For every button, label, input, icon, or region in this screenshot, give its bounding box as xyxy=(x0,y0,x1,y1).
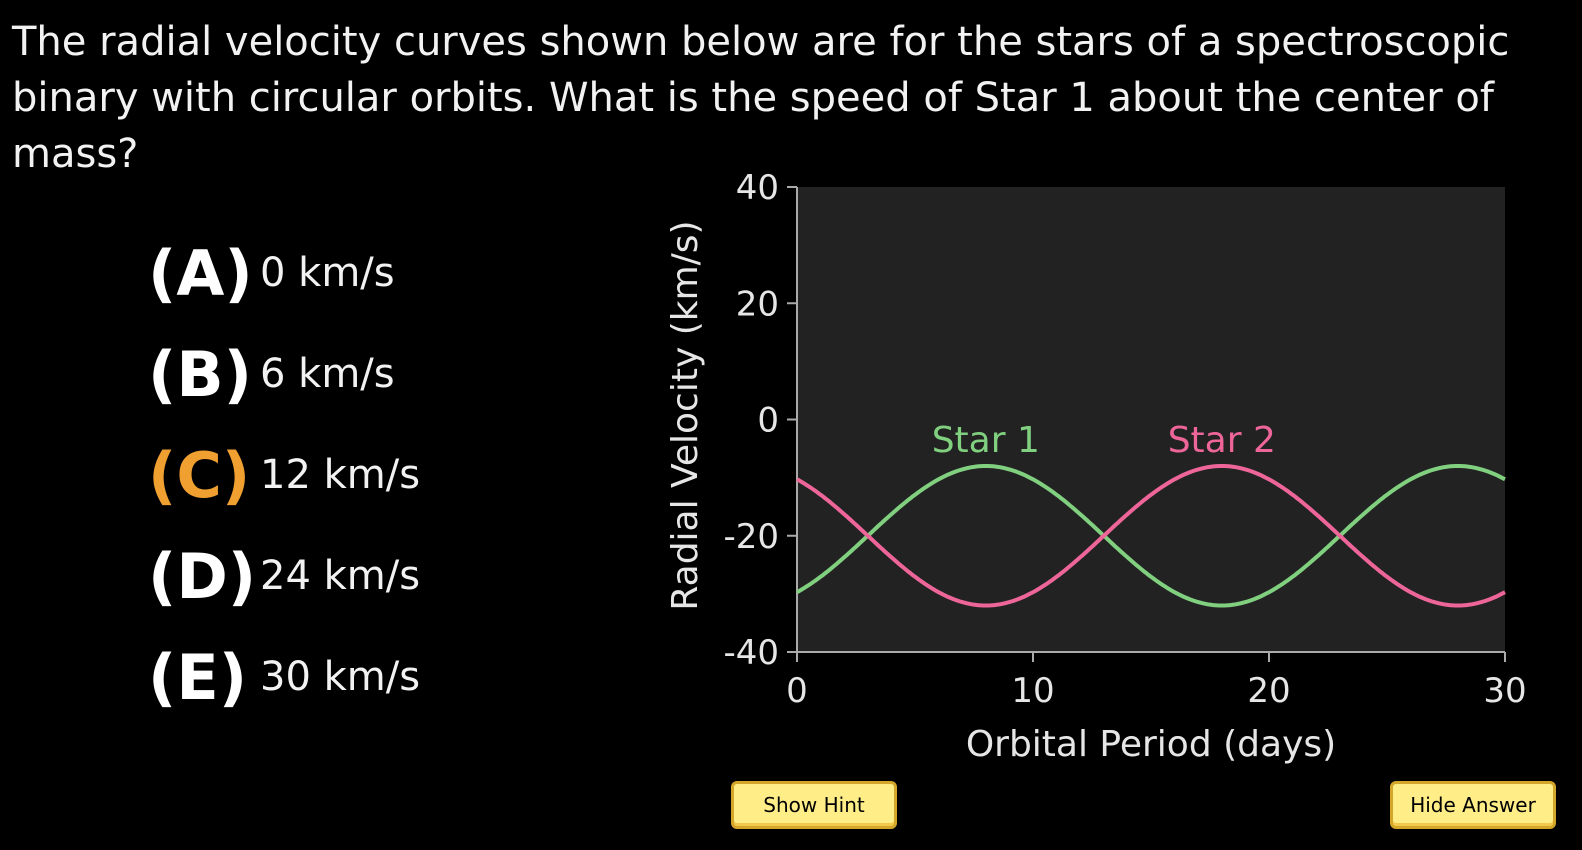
series-label-2: Star 2 xyxy=(1168,420,1276,461)
x-tick-label: 10 xyxy=(1011,671,1054,711)
choice-b[interactable]: (B) 6 km/s xyxy=(148,329,568,419)
y-tick-label: 0 xyxy=(757,401,779,441)
choice-text: 12 km/s xyxy=(260,452,421,498)
series-label-1: Star 1 xyxy=(932,420,1040,461)
choice-text: 30 km/s xyxy=(260,654,421,700)
show-hint-button[interactable]: Show Hint xyxy=(731,781,897,829)
choice-text: 24 km/s xyxy=(260,553,421,599)
choice-e[interactable]: (E) 30 km/s xyxy=(148,632,568,722)
plot-area xyxy=(797,187,1505,652)
series-line-1 xyxy=(796,464,1506,608)
question-text: The radial velocity curves shown below a… xyxy=(12,19,1510,177)
choice-text: 6 km/s xyxy=(260,351,395,397)
choice-d[interactable]: (D) 24 km/s xyxy=(148,531,568,621)
choice-letter: (B) xyxy=(148,337,252,411)
choice-text: 0 km/s xyxy=(260,250,395,296)
choice-letter: (C) xyxy=(148,438,251,512)
x-tick-label: 0 xyxy=(786,671,808,711)
y-tick-label: 20 xyxy=(736,284,779,324)
y-axis-title: Radial Velocity (km/s) xyxy=(665,220,706,610)
choice-letter: (A) xyxy=(148,236,253,310)
y-tick-label: -40 xyxy=(723,633,779,673)
x-tick-label: 30 xyxy=(1483,671,1526,711)
series-line-2 xyxy=(796,464,1506,608)
y-tick-label: -20 xyxy=(723,517,779,557)
choice-letter: (E) xyxy=(148,640,248,714)
choice-letter: (D) xyxy=(148,539,257,613)
choice-c[interactable]: (C) 12 km/s xyxy=(148,430,568,520)
choice-a[interactable]: (A) 0 km/s xyxy=(148,228,568,318)
x-axis-title: Orbital Period (days) xyxy=(966,724,1336,765)
x-tick-label: 20 xyxy=(1247,671,1290,711)
hide-answer-button[interactable]: Hide Answer xyxy=(1390,781,1556,829)
